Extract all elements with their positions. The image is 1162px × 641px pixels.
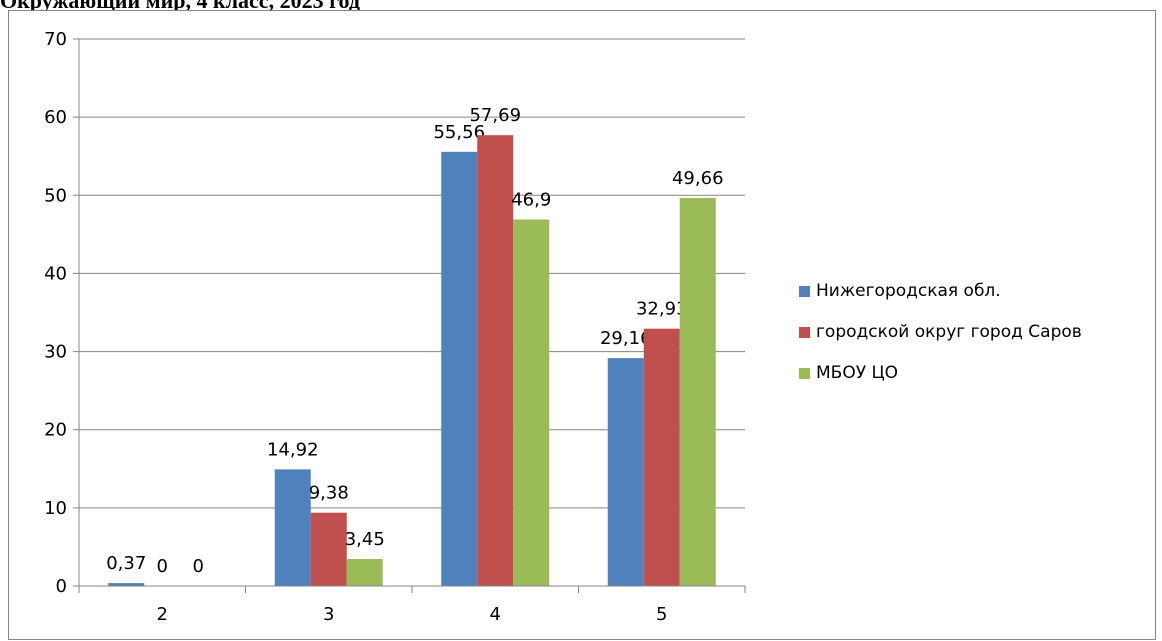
bar xyxy=(441,151,478,586)
legend-item: городской округ город Саров xyxy=(799,322,1159,342)
data-label: 57,69 xyxy=(469,105,521,126)
legend-swatch xyxy=(799,285,810,297)
legend-swatch xyxy=(799,367,810,379)
bar xyxy=(643,328,680,586)
legend-swatch xyxy=(799,326,810,338)
y-tick-label: 10 xyxy=(44,498,67,519)
data-label: 55,56 xyxy=(433,122,485,143)
x-tick-label: 4 xyxy=(490,604,501,625)
y-tick-label: 50 xyxy=(44,185,67,206)
y-tick-label: 0 xyxy=(56,576,67,597)
y-tick-label: 20 xyxy=(44,420,67,441)
y-tick-label: 30 xyxy=(44,342,67,363)
data-label: 32,93 xyxy=(636,299,688,320)
bar xyxy=(108,583,145,586)
data-label: 0 xyxy=(193,556,204,577)
bar xyxy=(346,559,383,586)
bar xyxy=(607,358,644,586)
legend-item: Нижегородская обл. xyxy=(799,281,1159,301)
data-label: 0 xyxy=(157,556,168,577)
legend: Нижегородская обл. городской округ город … xyxy=(799,281,1159,404)
data-label: 49,66 xyxy=(672,168,724,189)
y-tick-label: 60 xyxy=(44,107,67,128)
legend-label: Нижегородская обл. xyxy=(816,281,1001,301)
x-tick-label: 2 xyxy=(157,604,168,625)
bar xyxy=(477,135,514,586)
chart-title: Окружающий мир, 4 класс, 2023 год xyxy=(0,0,361,13)
bar xyxy=(310,512,347,586)
legend-label: МБОУ ЦО xyxy=(816,363,899,383)
legend-label: городской округ город Саров xyxy=(816,322,1082,342)
data-label: 9,38 xyxy=(309,483,349,504)
chart-area: 0 10 20 30 40 50 60 70 2 0,37 0 0 3 14,92 9,38 3,45 4 55,… xyxy=(8,10,1156,640)
bar xyxy=(679,197,716,586)
data-label: 29,16 xyxy=(600,328,652,349)
x-tick-label: 5 xyxy=(656,604,667,625)
bar xyxy=(274,469,311,586)
legend-item: МБОУ ЦО xyxy=(799,363,1159,383)
y-tick-label: 70 xyxy=(44,29,67,50)
data-label: 3,45 xyxy=(345,529,385,550)
bar xyxy=(513,219,550,586)
data-label: 14,92 xyxy=(267,439,319,460)
bar-chart: 0 10 20 30 40 50 60 70 2 0,37 0 0 3 14,92 9,38 3,45 4 55,… xyxy=(44,29,746,625)
data-label: 0,37 xyxy=(106,553,146,574)
x-tick-label: 3 xyxy=(323,604,334,625)
y-tick-label: 40 xyxy=(44,263,67,284)
data-label: 46,9 xyxy=(511,190,551,211)
